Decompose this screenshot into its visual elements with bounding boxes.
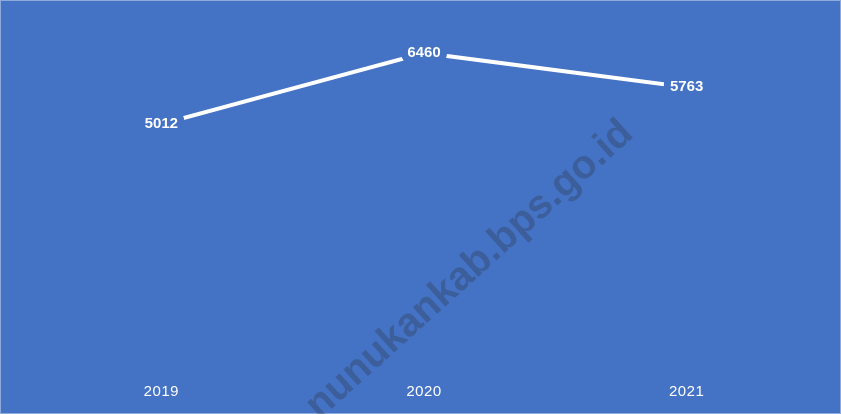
line [160, 51, 687, 126]
x-tick-label: 2020 [406, 383, 441, 400]
x-tick-label: 2021 [669, 383, 704, 400]
data-label: 5763 [670, 78, 703, 95]
data-label: 5012 [145, 115, 178, 132]
x-tick-label: 2019 [144, 383, 179, 400]
data-label: 6460 [407, 44, 440, 61]
